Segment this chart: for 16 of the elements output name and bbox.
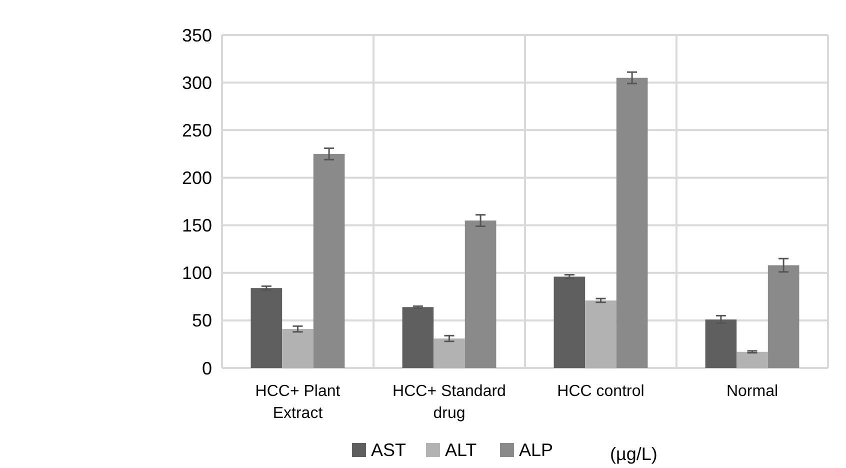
text: (µg/L) bbox=[610, 444, 658, 464]
y-tick-label: 150 bbox=[182, 216, 212, 236]
y-tick-label: 350 bbox=[182, 25, 212, 46]
y-tick-label: 200 bbox=[182, 168, 212, 188]
y-tick-label: 0 bbox=[202, 358, 212, 378]
legend-label: ALP bbox=[519, 440, 554, 460]
y-tick-label: 100 bbox=[182, 263, 212, 284]
y-tick-label: 250 bbox=[182, 120, 212, 140]
y-tick-label: 300 bbox=[182, 72, 212, 93]
y-tick-label: 50 bbox=[192, 310, 212, 331]
x-tick-label: HCC control bbox=[557, 383, 644, 400]
x-tick-label: Normal bbox=[726, 383, 778, 400]
x-tick-label: HCC+ Plant Extract bbox=[255, 383, 341, 422]
legend-label: AST bbox=[371, 440, 406, 460]
legend-label: ALT bbox=[445, 440, 477, 460]
x-tick-label: HCC+ Standard drug bbox=[392, 383, 506, 422]
